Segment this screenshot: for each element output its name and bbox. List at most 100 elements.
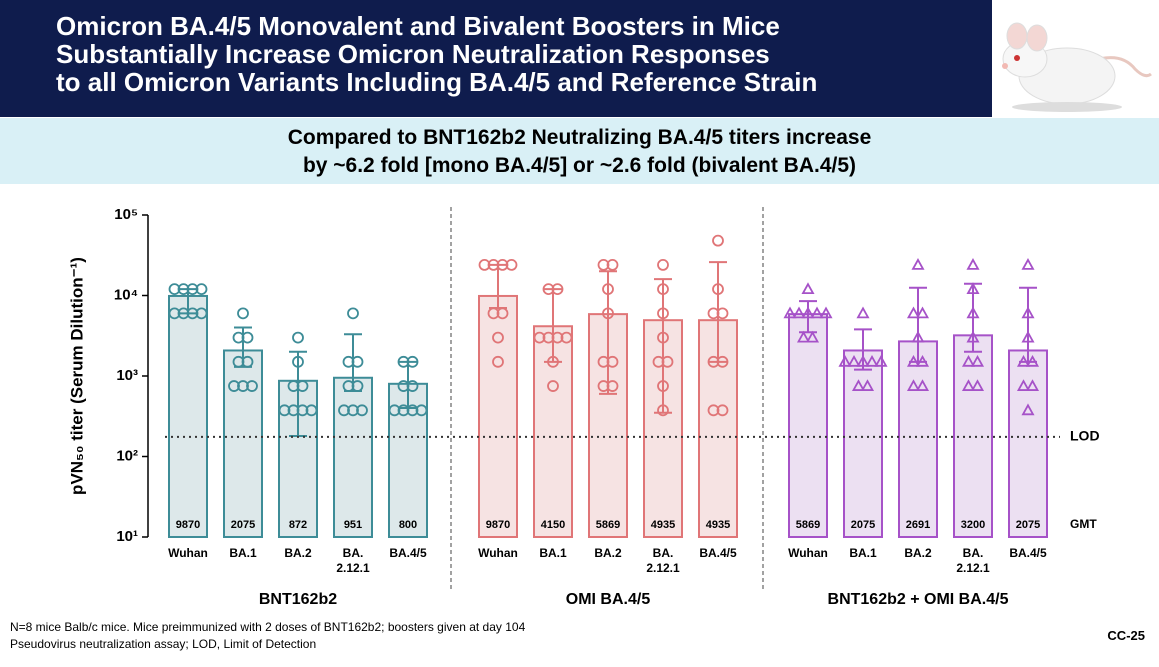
data-point [783,306,797,319]
gmt-value-label: 4150 [541,519,565,531]
data-point [338,404,350,417]
slide-id: CC-25 [1107,628,1145,643]
data-point [851,379,866,391]
bar [588,313,628,538]
data-point [542,331,555,344]
data-point [657,283,669,296]
gmt-value-label: 9870 [176,519,200,531]
data-point [707,355,720,368]
data-point [296,380,309,392]
data-point [168,283,181,296]
data-point [287,404,300,417]
data-point [347,307,359,320]
data-point [351,380,364,392]
gmt-value-label: 2075 [851,519,875,531]
data-point [810,306,824,319]
data-point [186,283,199,296]
data-point [915,379,930,391]
footnote: Pseudovirus neutralization assay; LOD, L… [10,637,317,651]
data-point [496,307,509,320]
gmt-label: GMT [1070,517,1097,531]
bar [388,382,428,539]
data-point [397,404,410,417]
data-point [606,380,619,392]
data-point [716,355,729,368]
bar [953,334,993,538]
data-point [406,355,419,368]
bar [898,340,938,538]
data-point [1025,354,1040,367]
bar [843,349,883,538]
data-point [597,380,610,392]
data-point [542,283,555,296]
data-point [1021,403,1035,416]
error-bar [1019,286,1037,363]
data-point [347,404,359,417]
y-axis-label: pVN₅₀ titer (Serum Dilution⁻¹) [67,257,86,495]
data-point [712,234,724,247]
group-label: OMI BA.4/5 [566,591,651,608]
data-point [966,282,980,295]
y-tick-label: 10³ [116,367,138,384]
group-label: BNT162b2 + OMI BA.4/5 [828,591,1009,608]
data-point [657,380,669,392]
footnote: N=8 mice Balb/c mice. Mice preimmunized … [10,620,526,634]
data-point [796,330,811,343]
data-point [707,404,720,417]
gmt-value-label: 5869 [596,519,620,531]
data-point [195,307,208,320]
data-point [292,355,304,368]
gmt-value-label: 3200 [961,519,985,531]
data-point [1021,330,1035,343]
x-tick-label: BA.1 [539,546,567,560]
x-tick-label: BA.1 [229,546,257,560]
error-bar [799,300,817,334]
data-point [970,379,985,391]
data-point [241,355,254,368]
gmt-value-label: 872 [289,519,307,531]
x-tick-label: Wuhan [788,546,828,560]
data-point [560,331,573,344]
data-point [351,355,364,368]
data-point [716,404,729,417]
data-point [606,355,619,368]
data-point [906,306,921,319]
data-point [911,258,925,270]
gmt-value-label: 9870 [486,519,510,531]
x-tick-label: Wuhan [478,546,518,560]
data-point [1025,379,1040,391]
data-point [1016,354,1031,367]
mouse-image [995,4,1153,114]
error-bar [234,326,252,368]
data-point [232,355,245,368]
data-point [847,354,861,367]
data-point [961,379,976,391]
data-point [865,354,879,367]
data-point [237,380,249,392]
data-point [168,307,181,320]
data-point [652,355,665,368]
data-point [551,331,564,344]
data-point [1016,379,1031,391]
data-point [287,380,300,392]
data-point [342,355,355,368]
gmt-value-label: 4935 [706,519,730,531]
data-point [801,306,815,319]
data-point [970,354,985,367]
data-point [856,354,870,367]
gmt-value-label: 4935 [651,519,675,531]
group-label: BNT162b2 [259,591,337,608]
x-tick-label: BA.2 [284,546,312,560]
data-point [305,404,318,417]
y-tick-label: 10⁵ [114,206,138,223]
bar [533,325,573,538]
data-point [241,331,254,344]
data-point [505,258,518,271]
data-point [195,283,208,296]
data-point [292,331,304,344]
subheader-line: Compared to BNT162b2 Neutralizing BA.4/5… [287,126,872,149]
data-point [657,331,669,344]
data-point [906,354,921,367]
bar [698,319,738,538]
data-point [1021,306,1035,319]
